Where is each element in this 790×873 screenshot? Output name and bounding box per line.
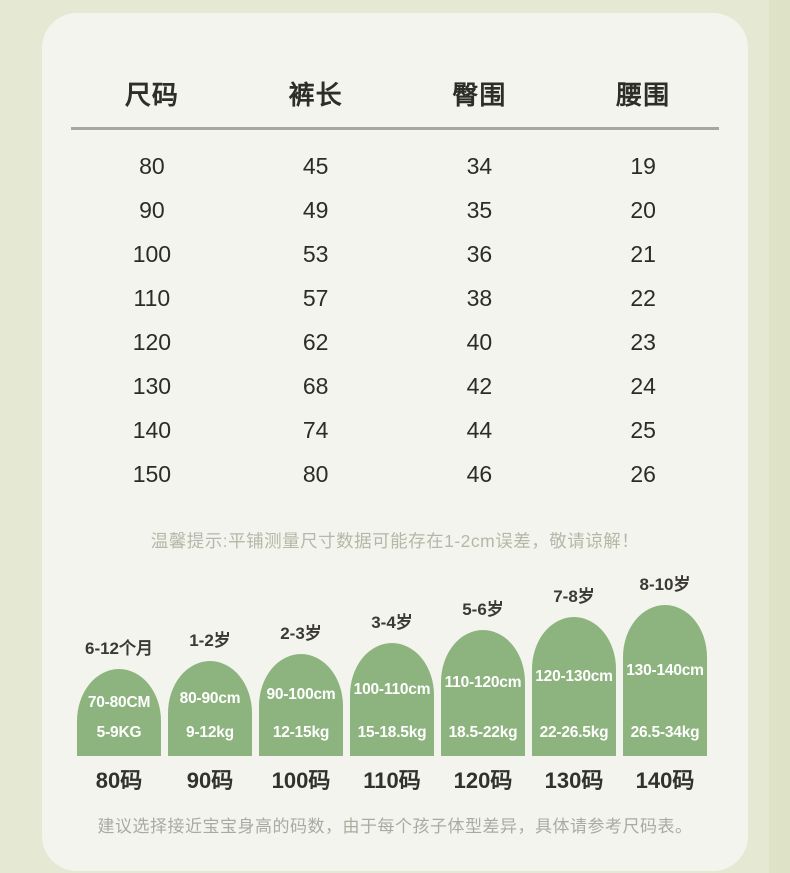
cell-length: 57 xyxy=(302,285,329,311)
size-code-label: 130码 xyxy=(544,768,604,793)
cell-hip: 36 xyxy=(466,241,493,267)
table-row: 140 74 44 25 xyxy=(42,408,748,452)
size-arch: 100-110cm 15-18.5kg xyxy=(350,643,434,756)
column-header-pant-length: 裤长 xyxy=(288,80,343,110)
table-row: 90 49 35 20 xyxy=(42,188,748,232)
weight-range-text: 12-15kg xyxy=(272,724,330,741)
cell-length: 62 xyxy=(302,329,329,355)
size-code-label: 90码 xyxy=(186,768,234,793)
size-table-header-row: 尺码 裤长 臀围 腰围 xyxy=(42,77,748,113)
guide-item: 6-12个月 70-80CM 5-9KG 80码 xyxy=(77,637,161,796)
cell-waist: 25 xyxy=(630,417,656,443)
size-arch: 130-140cm 26.5-34kg xyxy=(623,605,707,756)
table-row: 150 80 46 26 xyxy=(42,452,748,496)
size-arch: 90-100cm 12-15kg xyxy=(259,654,343,756)
header-divider-line xyxy=(71,127,719,130)
cell-size: 120 xyxy=(132,329,172,355)
size-table-body: 80 45 34 19 90 49 35 20 100 53 36 21 110… xyxy=(42,144,748,496)
table-row: 100 53 36 21 xyxy=(42,232,748,276)
page-edge-strip xyxy=(769,0,790,873)
size-code-label: 120码 xyxy=(453,768,513,793)
guide-item: 2-3岁 90-100cm 12-15kg 100码 xyxy=(259,622,343,796)
weight-range-text: 26.5-34kg xyxy=(630,724,700,741)
size-advice-text: 建议选择接近宝宝身高的码数，由于每个孩子体型差异，具体请参考尺码表。 xyxy=(97,817,693,836)
cell-hip: 38 xyxy=(466,285,493,311)
cell-size: 140 xyxy=(132,417,172,443)
cell-size: 90 xyxy=(139,197,165,223)
table-row: 130 68 42 24 xyxy=(42,364,748,408)
height-range-text: 80-90cm xyxy=(179,689,241,707)
cell-size: 130 xyxy=(132,373,172,399)
age-range-label: 5-6岁 xyxy=(462,600,504,619)
guide-item: 5-6岁 110-120cm 18.5-22kg 120码 xyxy=(441,598,525,796)
cell-waist: 22 xyxy=(630,285,656,311)
guide-item: 8-10岁 130-140cm 26.5-34kg 140码 xyxy=(623,573,707,796)
size-code-label: 80码 xyxy=(95,768,143,793)
cell-hip: 42 xyxy=(466,373,493,399)
cell-hip: 44 xyxy=(466,417,493,443)
cell-hip: 34 xyxy=(466,153,493,179)
age-range-label: 7-8岁 xyxy=(553,587,595,606)
cell-waist: 20 xyxy=(630,197,656,223)
column-header-waist: 腰围 xyxy=(616,80,671,110)
size-code-label: 140码 xyxy=(635,768,695,793)
age-range-label: 6-12个月 xyxy=(84,639,154,658)
size-arch: 70-80CM 5-9KG xyxy=(77,669,161,756)
height-range-text: 130-140cm xyxy=(626,661,704,679)
cell-length: 80 xyxy=(302,461,329,487)
height-range-text: 120-130cm xyxy=(535,667,613,685)
height-range-text: 100-110cm xyxy=(353,680,431,698)
table-row: 80 45 34 19 xyxy=(42,144,748,188)
cell-hip: 35 xyxy=(466,197,493,223)
column-header-hip: 臀围 xyxy=(452,80,507,110)
cell-waist: 21 xyxy=(630,241,656,267)
cell-waist: 23 xyxy=(630,329,656,355)
height-range-text: 70-80CM xyxy=(87,693,151,711)
size-table: 尺码 裤长 臀围 腰围 80 45 34 19 90 49 35 20 100 … xyxy=(42,77,748,496)
cell-waist: 26 xyxy=(630,461,656,487)
cell-length: 68 xyxy=(302,373,329,399)
table-row: 110 57 38 22 xyxy=(42,276,748,320)
measurement-tip-text: 温馨提示:平铺测量尺寸数据可能存在1-2cm误差，敬请谅解！ xyxy=(150,531,640,551)
cell-hip: 46 xyxy=(466,461,493,487)
cell-size: 80 xyxy=(139,153,165,179)
size-chart-card: 尺码 裤长 臀围 腰围 80 45 34 19 90 49 35 20 100 … xyxy=(42,13,748,871)
cell-length: 45 xyxy=(302,153,329,179)
weight-range-text: 15-18.5kg xyxy=(357,724,427,741)
height-range-text: 110-120cm xyxy=(444,674,522,691)
size-arch: 120-130cm 22-26.5kg xyxy=(532,617,616,756)
cell-length: 53 xyxy=(302,241,329,267)
size-code-label: 110码 xyxy=(363,768,421,793)
weight-range-text: 5-9KG xyxy=(96,724,142,741)
size-arch: 80-90cm 9-12kg xyxy=(168,661,252,756)
cell-waist: 19 xyxy=(630,153,656,179)
cell-length: 49 xyxy=(302,197,329,223)
cell-size: 150 xyxy=(132,461,172,487)
size-arch: 110-120cm 18.5-22kg xyxy=(441,630,525,756)
guide-item: 3-4岁 100-110cm 15-18.5kg 110码 xyxy=(350,611,434,796)
size-code-label: 100码 xyxy=(271,768,331,793)
age-range-label: 1-2岁 xyxy=(189,631,231,650)
column-header-size: 尺码 xyxy=(124,80,179,110)
age-range-label: 3-4岁 xyxy=(371,613,413,632)
weight-range-text: 22-26.5kg xyxy=(539,724,609,741)
cell-size: 110 xyxy=(133,285,171,311)
age-range-label: 2-3岁 xyxy=(280,624,322,643)
age-size-guide: 6-12个月 70-80CM 5-9KG 80码 1-2岁 80-90cm 9-… xyxy=(42,573,748,796)
weight-range-text: 18.5-22kg xyxy=(448,724,518,741)
weight-range-text: 9-12kg xyxy=(186,724,234,741)
table-row: 120 62 40 23 xyxy=(42,320,748,364)
age-range-label: 8-10岁 xyxy=(639,575,691,594)
guide-item: 1-2岁 80-90cm 9-12kg 90码 xyxy=(168,629,252,796)
cell-hip: 40 xyxy=(466,329,493,355)
cell-waist: 24 xyxy=(630,373,656,399)
guide-item: 7-8岁 120-130cm 22-26.5kg 130码 xyxy=(532,585,616,796)
cell-size: 100 xyxy=(132,241,172,267)
height-range-text: 90-100cm xyxy=(266,686,336,703)
cell-length: 74 xyxy=(302,417,329,443)
